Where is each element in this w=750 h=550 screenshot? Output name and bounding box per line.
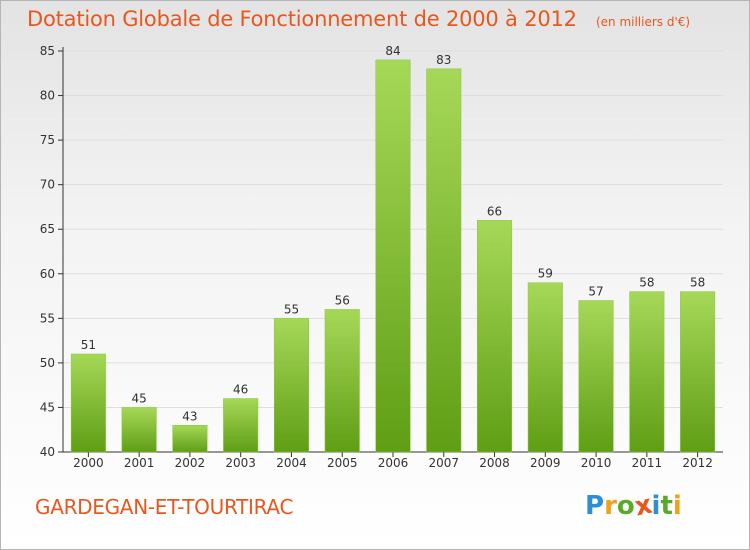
x-tick-label-2002: 2002 bbox=[175, 456, 206, 470]
y-tick-label: 85 bbox=[40, 44, 55, 58]
data-label-2011: 58 bbox=[639, 276, 654, 290]
y-tick-label: 80 bbox=[40, 89, 55, 103]
data-labels: 51 45 43 46 55 56 84 83 66 59 57 58 58 bbox=[81, 44, 706, 423]
chart-title: Dotation Globale de Fonctionnement de 20… bbox=[27, 7, 577, 31]
x-tick-label-2007: 2007 bbox=[428, 456, 459, 470]
y-tick-label: 65 bbox=[40, 222, 55, 236]
bar-2004 bbox=[273, 318, 309, 453]
y-tick-label: 75 bbox=[40, 133, 55, 147]
data-label-2002: 43 bbox=[182, 409, 197, 423]
data-label-2012: 58 bbox=[690, 276, 705, 290]
data-label-2003: 46 bbox=[233, 383, 248, 397]
x-tick-label-2010: 2010 bbox=[581, 456, 612, 470]
chart-unit: (en milliers d'€) bbox=[595, 15, 691, 29]
logo-letter: t bbox=[660, 491, 673, 521]
data-label-2009: 59 bbox=[538, 267, 553, 281]
commune-name: GARDEGAN-ET-TOURTIRAC bbox=[35, 495, 294, 519]
data-label-2007: 83 bbox=[436, 53, 451, 67]
bar-2007 bbox=[426, 68, 462, 453]
y-tick-label: 55 bbox=[40, 311, 55, 325]
y-tick-label: 45 bbox=[40, 400, 55, 414]
bar-2010 bbox=[578, 300, 614, 453]
data-label-2010: 57 bbox=[588, 285, 603, 299]
logo-letter: r bbox=[604, 491, 617, 521]
x-tick-label-2000: 2000 bbox=[73, 456, 104, 470]
data-label-2008: 66 bbox=[487, 204, 502, 218]
y-tick-label: 50 bbox=[40, 356, 55, 370]
x-tick-label-2011: 2011 bbox=[632, 456, 663, 470]
axes: 40 45 50 55 60 65 70 75 80 85 2000 2001 2002 2003 2004… bbox=[40, 44, 723, 470]
bar-2003 bbox=[223, 398, 259, 453]
x-tick-label-2009: 2009 bbox=[530, 456, 561, 470]
data-label-2000: 51 bbox=[81, 338, 96, 352]
x-tick-label-2003: 2003 bbox=[225, 456, 256, 470]
data-label-2004: 55 bbox=[284, 302, 299, 316]
bar-2000 bbox=[70, 353, 106, 453]
data-label-2005: 56 bbox=[335, 293, 350, 307]
x-tick-label-2005: 2005 bbox=[327, 456, 358, 470]
proxiti-logo: Proxiti bbox=[585, 490, 682, 523]
bar-2005 bbox=[324, 309, 360, 453]
logo-letter: i bbox=[651, 491, 661, 521]
bar-2002 bbox=[172, 425, 208, 453]
x-tick-label-2006: 2006 bbox=[378, 456, 409, 470]
y-tick-label: 40 bbox=[40, 445, 55, 459]
logo-letter: i bbox=[672, 491, 682, 521]
title-row: Dotation Globale de Fonctionnement de 20… bbox=[27, 7, 690, 31]
x-tick-label-2012: 2012 bbox=[682, 456, 713, 470]
bar-2001 bbox=[121, 407, 157, 453]
y-tick-label: 70 bbox=[40, 178, 55, 192]
data-label-2006: 84 bbox=[385, 44, 400, 58]
bar-2008 bbox=[477, 220, 513, 453]
bar-2006 bbox=[375, 59, 411, 453]
x-tick-label-2004: 2004 bbox=[276, 456, 307, 470]
bars bbox=[70, 59, 716, 453]
logo-letter: P bbox=[585, 491, 605, 521]
data-label-2001: 45 bbox=[132, 391, 147, 405]
y-tick-label: 60 bbox=[40, 267, 55, 281]
logo-letter: o bbox=[616, 491, 635, 521]
x-tick-label-2008: 2008 bbox=[479, 456, 510, 470]
x-tick-label-2001: 2001 bbox=[124, 456, 155, 470]
bar-2011 bbox=[629, 291, 665, 453]
bar-2009 bbox=[527, 282, 563, 453]
bar-2012 bbox=[680, 291, 716, 453]
